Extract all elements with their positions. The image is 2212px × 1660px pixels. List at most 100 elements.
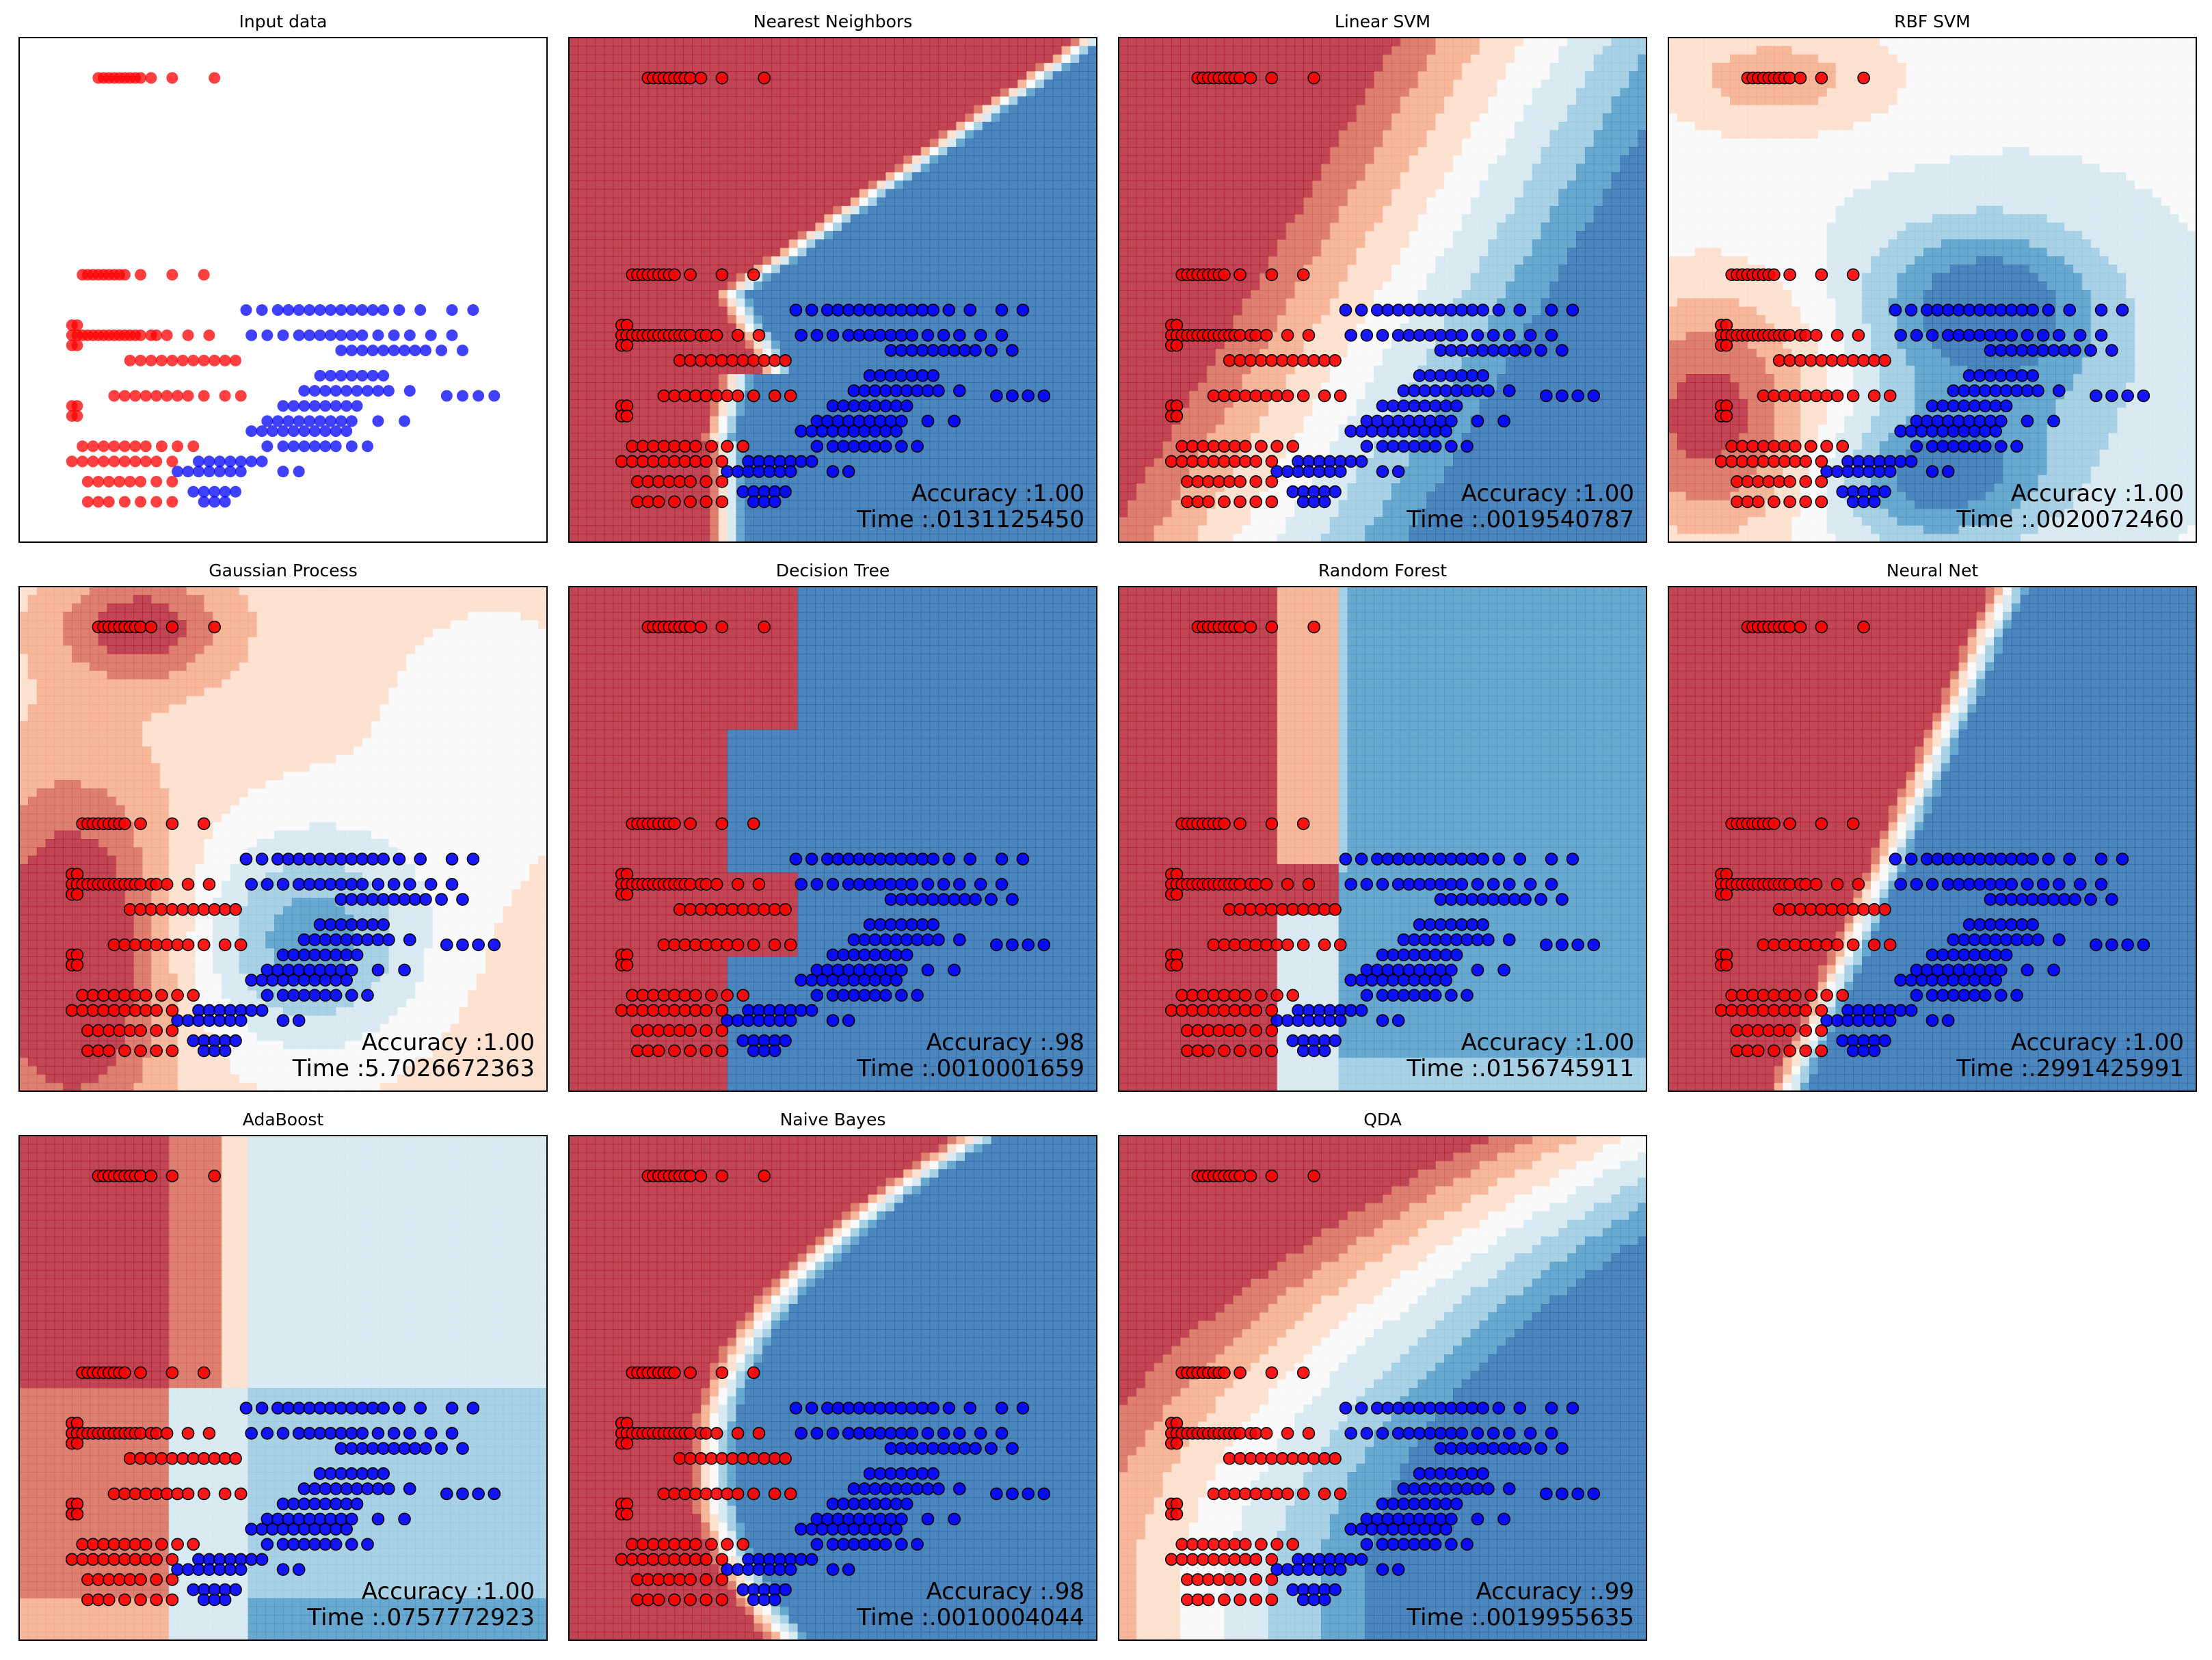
surface-cell	[1079, 146, 1089, 156]
surface-cell	[1052, 306, 1063, 316]
data-point	[868, 440, 882, 453]
surface-cell	[956, 230, 965, 240]
surface-cell	[718, 130, 728, 139]
surface-cell	[648, 256, 658, 265]
surface-cell	[1088, 433, 1097, 442]
surface-cell	[613, 146, 622, 156]
surface-cell	[1009, 323, 1018, 333]
surface-cell	[665, 349, 676, 358]
surface-cell	[656, 214, 667, 224]
data-point	[879, 440, 892, 453]
surface-cell	[1079, 449, 1089, 459]
surface-cell	[1043, 62, 1054, 72]
surface-cell	[1180, 365, 1190, 375]
surface-cell	[1188, 298, 1199, 308]
surface-cell	[1119, 230, 1128, 240]
surface-cell	[965, 214, 974, 224]
surface-cell	[788, 180, 799, 190]
surface-cell	[947, 290, 957, 299]
surface-cell	[1017, 492, 1027, 501]
data-point	[773, 465, 787, 478]
surface-cell	[806, 349, 816, 358]
surface-cell	[613, 138, 622, 148]
surface-cell	[639, 433, 649, 442]
surface-cell	[1127, 206, 1137, 215]
surface-cell	[1052, 424, 1063, 433]
surface-cell	[788, 290, 799, 299]
surface-cell	[1215, 357, 1225, 366]
panel-input-data: Input data	[18, 12, 548, 543]
surface-cell	[1224, 62, 1234, 72]
surface-cell	[648, 382, 658, 392]
surface-cell	[622, 155, 631, 165]
surface-cell	[639, 138, 649, 148]
surface-cell	[745, 122, 754, 131]
surface-cell	[683, 62, 693, 72]
surface-cell	[833, 281, 842, 291]
surface-cell	[1017, 146, 1027, 156]
surface-cell	[1127, 281, 1137, 291]
surface-cell	[1206, 357, 1216, 366]
surface-cell	[1061, 138, 1071, 148]
surface-cell	[622, 281, 631, 291]
surface-cell	[674, 105, 684, 114]
surface-cell	[1043, 79, 1054, 89]
surface-cell	[965, 424, 974, 433]
surface-cell	[754, 105, 763, 114]
surface-cell	[1188, 146, 1199, 156]
surface-cell	[692, 256, 702, 265]
surface-cell	[577, 222, 587, 232]
surface-cell	[824, 247, 834, 257]
surface-cell	[1215, 340, 1225, 349]
data-point	[92, 475, 105, 487]
surface-cell	[1070, 230, 1080, 240]
surface-cell	[806, 54, 816, 64]
surface-cell	[1119, 273, 1128, 282]
surface-cell	[1070, 163, 1080, 173]
surface-cell	[727, 79, 737, 89]
surface-cell	[674, 214, 684, 224]
surface-cell	[1043, 483, 1054, 492]
surface-cell	[824, 239, 834, 249]
surface-cell	[1009, 230, 1018, 240]
surface-cell	[841, 222, 851, 232]
surface-cell	[656, 146, 667, 156]
data-point	[298, 425, 310, 438]
surface-cell	[1061, 273, 1071, 282]
surface-cell	[885, 113, 895, 122]
surface-cell	[762, 340, 772, 349]
surface-cell	[815, 349, 825, 358]
surface-cell	[718, 508, 728, 518]
surface-cell	[1052, 197, 1063, 206]
surface-cell	[894, 46, 904, 55]
surface-cell	[577, 314, 587, 324]
surface-cell	[1035, 88, 1045, 97]
surface-cell	[1070, 146, 1080, 156]
surface-cell	[683, 88, 693, 97]
data-point	[261, 329, 274, 341]
surface-cell	[947, 197, 957, 206]
surface-cell	[718, 163, 728, 173]
surface-cell	[833, 46, 842, 55]
surface-cell	[1119, 466, 1128, 476]
data-point	[1006, 389, 1019, 403]
surface-cell	[1233, 222, 1242, 232]
surface-cell	[656, 88, 667, 97]
surface-cell	[1017, 239, 1027, 249]
surface-cell	[1035, 96, 1045, 106]
surface-cell	[701, 340, 710, 349]
surface-cell	[956, 88, 965, 97]
surface-cell	[1000, 172, 1010, 181]
surface-cell	[569, 433, 578, 442]
surface-cell	[692, 416, 702, 425]
surface-cell	[991, 474, 1001, 484]
surface-cell	[815, 54, 825, 64]
surface-cell	[806, 146, 816, 156]
surface-cell	[1061, 281, 1071, 291]
surface-cell	[604, 155, 614, 165]
surface-cell	[709, 314, 719, 324]
surface-cell	[991, 163, 1001, 173]
surface-cell	[1035, 256, 1045, 265]
surface-cell	[1035, 533, 1045, 542]
surface-cell	[718, 214, 728, 224]
